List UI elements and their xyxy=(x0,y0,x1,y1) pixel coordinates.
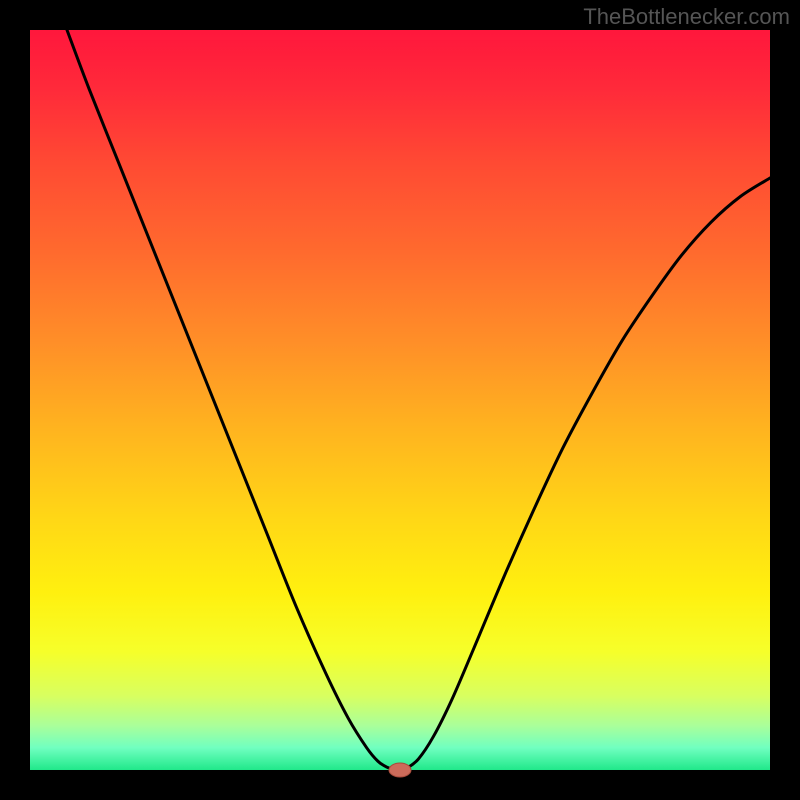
watermark-text: TheBottlenecker.com xyxy=(583,4,790,30)
bottleneck-chart xyxy=(0,0,800,800)
plot-background xyxy=(30,30,770,770)
optimal-point-marker xyxy=(389,763,411,777)
chart-container: TheBottlenecker.com xyxy=(0,0,800,800)
